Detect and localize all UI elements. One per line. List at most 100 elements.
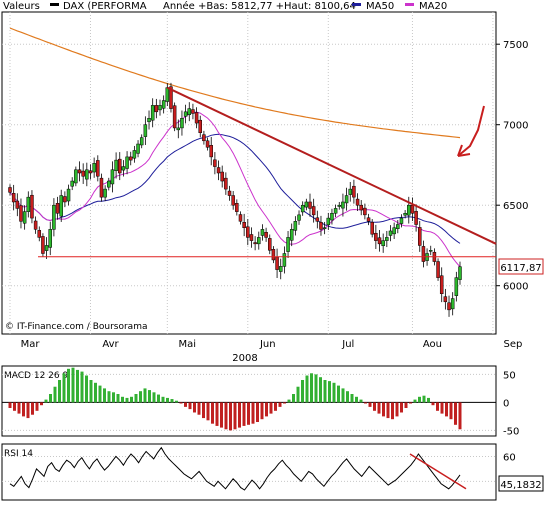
candle-down	[194, 112, 199, 124]
candle-down	[88, 170, 93, 174]
candle-down	[377, 237, 382, 245]
candle-up	[392, 227, 396, 235]
candle-up	[348, 188, 352, 195]
candle-down	[363, 207, 367, 216]
candle-down	[311, 206, 316, 216]
candle-up	[385, 237, 389, 241]
candle-up	[278, 266, 283, 272]
macd-bar	[197, 402, 201, 415]
macd-bar	[409, 402, 412, 404]
rsi-value-box: 45,1832	[498, 475, 544, 492]
candle-up	[59, 195, 63, 217]
candle-up	[48, 229, 52, 248]
ma50-line	[31, 133, 461, 244]
candle-down	[209, 145, 213, 158]
macd-bar	[427, 397, 430, 403]
macd-bar	[40, 402, 43, 406]
candle-up	[399, 217, 404, 224]
candle-down	[77, 169, 82, 174]
macd-bar	[206, 402, 210, 421]
macd-bar	[53, 386, 57, 403]
macd-bar	[247, 402, 250, 425]
macd-bar	[404, 402, 408, 408]
macd-bar	[139, 391, 142, 403]
legend-valeurs: Valeurs	[3, 1, 40, 12]
macd-bar	[188, 402, 192, 410]
macd-bar	[260, 402, 264, 420]
macd-bar	[454, 402, 457, 425]
candle-up	[85, 169, 89, 180]
candle-up	[297, 214, 301, 221]
month-label: Sep	[503, 339, 522, 350]
legend-ma50: MA50	[366, 1, 394, 12]
candle-down	[154, 105, 159, 113]
macd-bar	[58, 380, 61, 403]
macd-bar	[67, 368, 70, 403]
candle-down	[224, 177, 228, 190]
candle-down	[242, 222, 246, 228]
rsi-line	[9, 446, 461, 491]
candle-down	[128, 156, 133, 161]
macd-bar	[8, 402, 12, 408]
candle-up	[132, 150, 137, 159]
candle-up	[147, 118, 151, 123]
ma20-line	[9, 111, 461, 268]
candle-down	[19, 205, 23, 222]
macd-bar	[193, 402, 196, 413]
candle-down	[253, 242, 257, 245]
candle-down	[271, 249, 276, 261]
candle-up	[396, 224, 400, 229]
macd-bar	[458, 402, 462, 430]
macd-bar	[148, 390, 151, 403]
macd-bar	[395, 402, 399, 417]
price-tick-label: 7500	[503, 40, 528, 51]
candle-down	[238, 214, 243, 222]
candle-down	[268, 238, 272, 251]
candle-up	[158, 105, 162, 111]
candle-down	[227, 190, 232, 196]
candle-up	[260, 229, 265, 236]
candle-down	[319, 222, 323, 230]
candle-up	[143, 124, 148, 137]
macd-bar	[386, 402, 390, 419]
macd-tick-label: 50	[503, 370, 516, 381]
candle-up	[22, 211, 27, 224]
candle-down	[447, 302, 451, 311]
macd-bar	[62, 373, 66, 403]
macd-bar	[368, 402, 372, 407]
macd-bar	[112, 392, 115, 403]
candle-up	[110, 169, 115, 185]
candle-down	[118, 158, 122, 174]
macd-bar	[359, 399, 363, 403]
macd-bar	[233, 402, 237, 430]
macd-bar	[310, 373, 313, 403]
month-axis: Mar Avr Mai Jun Jul Aou Sep	[21, 339, 523, 350]
macd-bar	[251, 402, 255, 424]
candle-up	[403, 213, 407, 216]
macd-bar	[211, 402, 214, 424]
candle-down	[231, 195, 235, 206]
rsi-trendline	[409, 453, 467, 490]
macd-title: MACD 12 26 9	[4, 371, 68, 381]
annotation-arrow-head	[457, 144, 471, 157]
macd-bar	[355, 396, 358, 403]
candle-up	[286, 237, 290, 252]
macd-bar	[170, 399, 174, 403]
candle-up	[322, 227, 327, 229]
macd-bar	[125, 397, 129, 403]
macd-bar	[283, 402, 286, 404]
macd-bar	[26, 402, 30, 419]
macd-bar	[130, 396, 133, 403]
macd-bar	[292, 394, 295, 403]
candle-down	[11, 193, 16, 203]
legend-annee: Année +Bas: 5812,77 +Haut: 8100,64	[163, 0, 356, 12]
candle-down	[443, 296, 448, 303]
candlesticks	[8, 82, 462, 317]
candle-down	[249, 234, 254, 241]
candle-up	[66, 188, 71, 202]
rsi-panel: RSI 14 6040 45,1832	[1, 443, 544, 501]
candle-down	[30, 194, 34, 219]
candle-up	[330, 213, 334, 221]
price-tick-label: 7000	[503, 121, 528, 132]
candle-down	[55, 203, 60, 214]
